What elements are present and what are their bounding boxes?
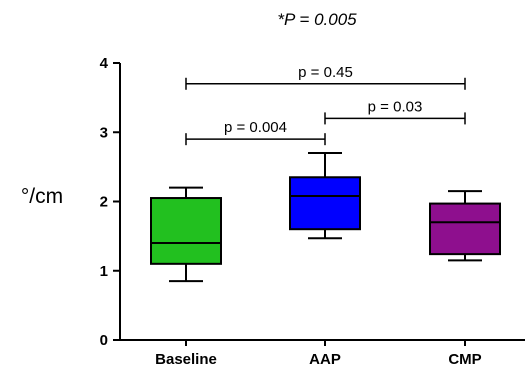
bracket-baseline-aap: p = 0.004: [185, 119, 326, 146]
x-tick-label: CMP: [448, 351, 481, 368]
y-tick-label: 2: [100, 194, 108, 211]
p-value-label: p = 0.45: [298, 64, 353, 81]
axes: 0 1 2 3 4 Baseline AAP CMP: [100, 55, 525, 368]
p-value-label: p = 0.004: [224, 119, 287, 136]
iqr-box: [150, 197, 222, 265]
y-tick-label: 3: [100, 124, 108, 141]
box-baseline: [150, 186, 222, 283]
p-value-label: p = 0.03: [368, 98, 423, 115]
significance-annotations: p = 0.45 p = 0.03 p = 0.004: [185, 64, 466, 146]
box-cmp: [429, 190, 501, 262]
iqr-box: [289, 176, 361, 231]
x-tick-label: Baseline: [155, 351, 217, 368]
y-axis-label: °/cm: [21, 185, 63, 208]
boxes: [150, 152, 501, 283]
y-tick-label: 0: [100, 332, 108, 349]
y-tick-label: 4: [100, 55, 109, 72]
box-aap: [289, 152, 361, 240]
bracket-aap-cmp: p = 0.03: [324, 98, 466, 125]
bracket-baseline-cmp: p = 0.45: [185, 64, 466, 90]
chart-title: *P = 0.005: [277, 10, 357, 29]
y-tick-label: 1: [100, 263, 108, 280]
iqr-box: [429, 202, 501, 256]
x-tick-label: AAP: [309, 351, 341, 368]
